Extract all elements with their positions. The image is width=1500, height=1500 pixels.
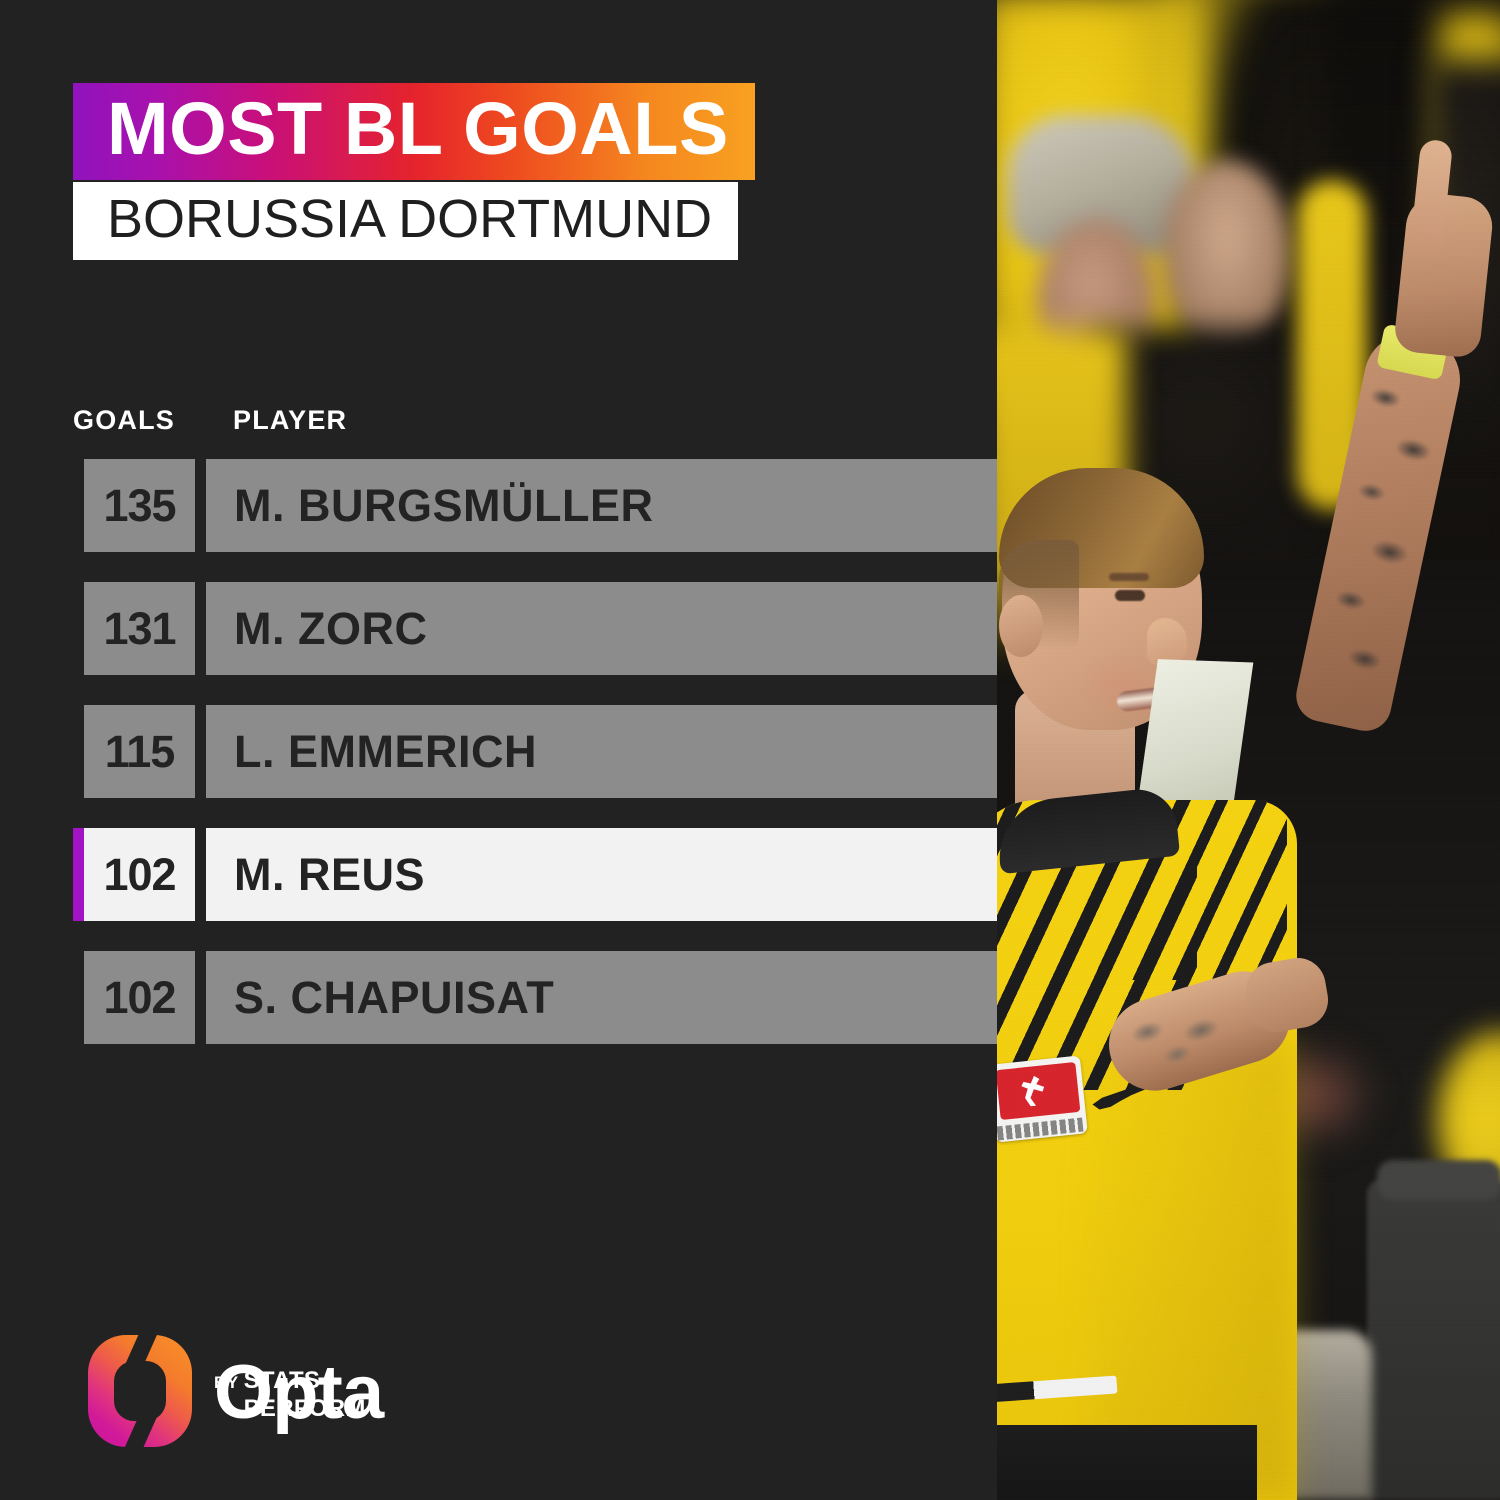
player-photo [997, 0, 1500, 1500]
player-eye [1115, 590, 1145, 601]
player-name: L. EMMERICH [234, 725, 537, 777]
stadium-seat-icon [1367, 1180, 1500, 1500]
player-nose [1147, 618, 1187, 666]
player-eyebrow [1109, 573, 1149, 581]
player-cell: M. REUS [206, 828, 997, 921]
goals-value: 131 [103, 602, 176, 654]
player-cell: M. ZORC [206, 582, 997, 675]
player-cell: L. EMMERICH [206, 705, 997, 798]
table-row: 102 S. CHAPUISAT [73, 951, 997, 1044]
goals-cell: 135 [84, 459, 195, 552]
player-name: M. REUS [234, 848, 426, 900]
goals-cell: 115 [84, 705, 195, 798]
opta-word: Opta [214, 1349, 384, 1435]
opta-byline: BY STATS PERFORM [214, 1367, 383, 1423]
table-row: 102 M. REUS [73, 828, 997, 921]
goals-cell: 102 [84, 951, 195, 1044]
page-subtitle: BORUSSIA DORTMUND [107, 189, 713, 250]
column-header-goals: GOALS [73, 405, 176, 435]
goals-cell: 131 [84, 582, 195, 675]
goals-value: 115 [104, 725, 176, 777]
spectator-face-icon [1162, 160, 1292, 350]
player-cell: M. BURGSMÜLLER [206, 459, 997, 552]
table-row: 115 L. EMMERICH [73, 705, 997, 798]
player-ear [999, 595, 1043, 657]
subtitle-band: BORUSSIA DORTMUND [73, 182, 739, 261]
stats-table: 135 M. BURGSMÜLLER 131 M. ZORC 115 L. EMMERIC… [73, 459, 997, 1044]
opta-byline-by: BY [214, 1373, 239, 1393]
goals-value: 135 [103, 479, 176, 531]
opta-wordmark: Opta BY STATS PERFORM [214, 1349, 384, 1435]
player-cell: S. CHAPUISAT [206, 951, 997, 1044]
stat-panel: MOST BL GOALS BORUSSIA DORTMUND GOALS PL… [73, 83, 997, 1457]
jersey-shading [1087, 1040, 1297, 1500]
photo-grain [997, 0, 1500, 1500]
goals-cell: 102 [84, 828, 195, 921]
goals-value: 102 [103, 971, 176, 1023]
goals-value: 102 [103, 848, 176, 900]
title-gradient-band: MOST BL GOALS [73, 83, 755, 181]
opta-byline-statsperform: STATS PERFORM [243, 1367, 366, 1423]
player-name: M. BURGSMÜLLER [234, 479, 654, 531]
row-accent-bar [73, 828, 84, 921]
opta-logo: Opta BY STATS PERFORM [88, 1327, 384, 1457]
column-header-player: PLAYER [233, 405, 348, 435]
player-shorts [997, 1425, 1257, 1500]
page-title: MOST BL GOALS [107, 87, 729, 170]
stadium-seat-icon [1377, 1160, 1500, 1200]
player-name: S. CHAPUISAT [234, 971, 555, 1023]
title-block: MOST BL GOALS BORUSSIA DORTMUND [73, 83, 997, 261]
opta-mark-icon [88, 1327, 192, 1457]
table-row: 131 M. ZORC [73, 582, 997, 675]
player-name: M. ZORC [234, 602, 428, 654]
table-row: 135 M. BURGSMÜLLER [73, 459, 997, 552]
